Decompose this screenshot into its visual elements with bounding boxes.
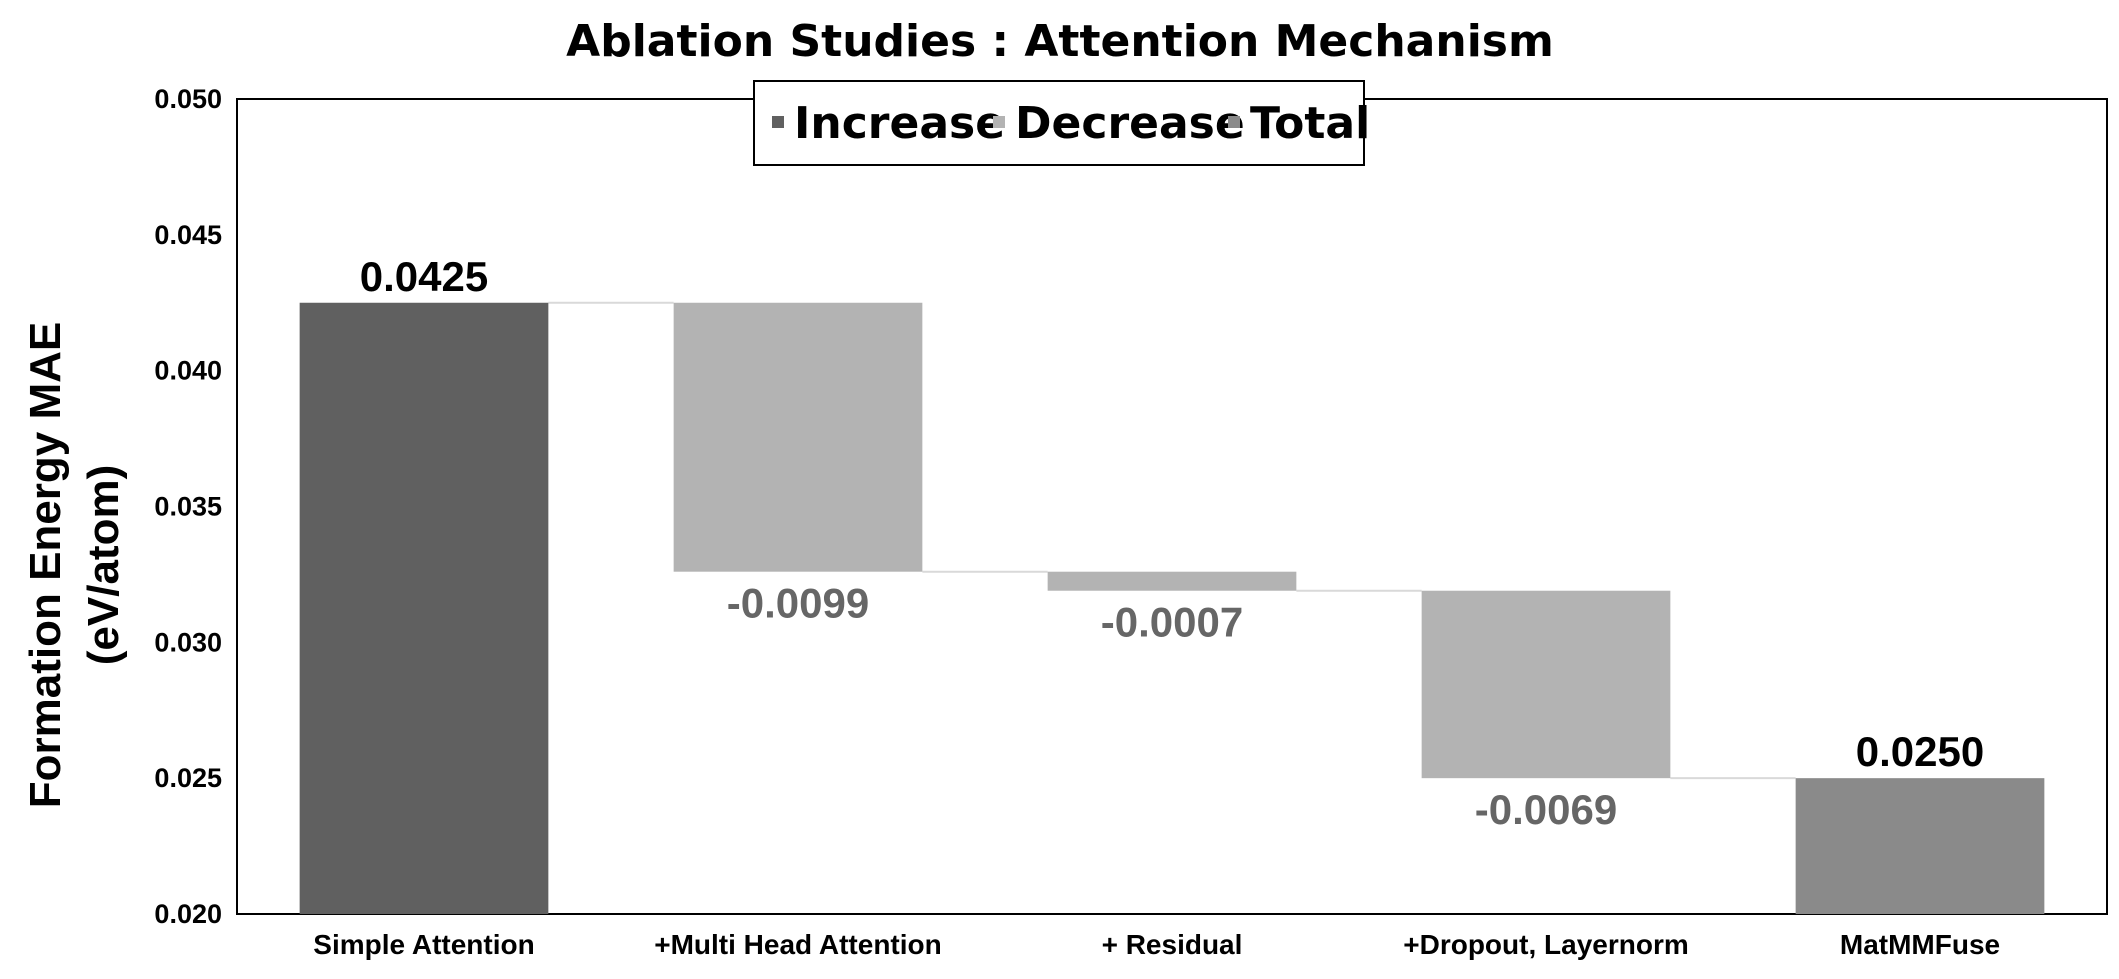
y-tick-label: 0.045 [154,220,222,250]
data-label: -0.0007 [1101,599,1243,646]
legend-label-decrease: Decrease [1015,98,1245,149]
data-label: 0.0250 [1856,728,1984,775]
bar-total [1795,778,2045,914]
data-label: -0.0099 [727,580,869,627]
legend-swatch-increase [772,116,784,128]
legend: Increase Decrease Total [753,80,1370,166]
x-axis-ticks: Simple Attention +Multi Head Attention + R… [313,929,2000,960]
y-axis-ticks: 0.020 0.025 0.030 0.035 0.040 0.045 0.050 [154,84,222,929]
x-tick-label: Simple Attention [313,929,534,960]
bar-decrease [1421,590,1671,779]
bars [299,302,2045,914]
data-label: 0.0425 [360,253,488,300]
y-axis-label: Formation Energy MAE (eV/atom) [21,322,128,809]
x-tick-label: +Multi Head Attention [654,929,942,960]
bar-decrease [1047,571,1297,591]
y-axis-label-line-2: (eV/atom) [79,465,128,665]
chart-title: Ablation Studies : Attention Mechanism [566,16,1554,67]
y-axis-label-line-1: Formation Energy MAE [21,322,70,809]
x-tick-label: + Residual [1102,929,1243,960]
legend-label-increase: Increase [794,98,1005,149]
legend-label-total: Total [1250,98,1370,149]
y-tick-label: 0.025 [154,763,222,793]
y-tick-label: 0.030 [154,627,222,657]
y-tick-label: 0.020 [154,899,222,929]
data-labels: 0.0425 -0.0099 -0.0007 -0.0069 0.0250 [360,253,1984,833]
x-tick-label: +Dropout, Layernorm [1403,929,1688,960]
y-tick-label: 0.040 [154,356,222,386]
y-tick-label: 0.035 [154,492,222,522]
connector-lines [548,301,1796,780]
bar-increase [299,302,549,914]
bar-decrease [673,302,923,572]
legend-swatch-total [1228,116,1240,128]
y-tick-label: 0.050 [154,84,222,114]
data-label: -0.0069 [1475,786,1617,833]
legend-box [753,80,1365,166]
legend-swatch-decrease [993,116,1005,128]
x-tick-label: MatMMFuse [1840,929,2000,960]
